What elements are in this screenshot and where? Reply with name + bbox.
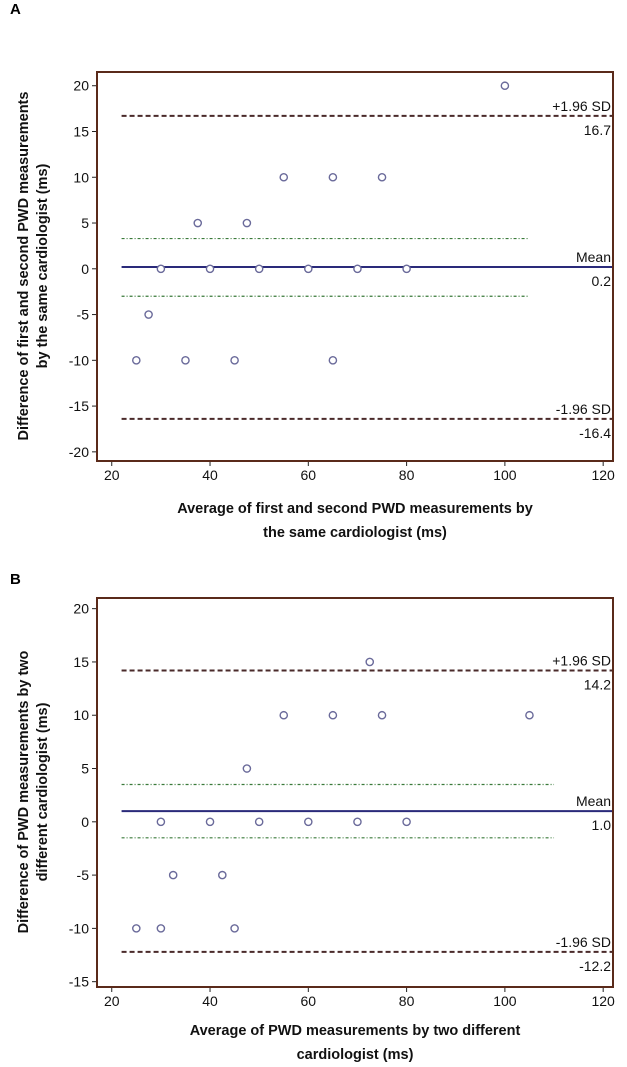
y-tick-label: 0 (81, 814, 89, 830)
y-tick-label: -10 (69, 352, 89, 368)
x-tick-label: 20 (104, 467, 120, 483)
x-axis-title: Average of first and second PWD measurem… (177, 501, 533, 517)
reference-label: -1.96 SD (556, 934, 611, 950)
data-point (500, 81, 510, 91)
x-tick-label: 40 (202, 993, 218, 1009)
data-point (304, 817, 313, 827)
data-point (279, 172, 289, 182)
y-tick-label: 15 (73, 654, 89, 670)
y-axis-title: Difference of first and second PWD measu… (16, 92, 32, 441)
reference-value-label: 1.0 (592, 817, 612, 833)
x-tick-label: 80 (399, 993, 415, 1009)
y-tick-label: -5 (77, 867, 90, 883)
x-tick-label: 100 (493, 993, 517, 1009)
data-point (328, 356, 338, 365)
panel-a: A 20 15 10 5 0 -5 -10 -15 -20 20 40 60 80 100 120 +1.96 … (10, 1, 615, 541)
data-point (132, 924, 141, 933)
x-tick-label: 120 (591, 467, 615, 483)
y-tick-label: 10 (73, 169, 89, 185)
data-point (156, 264, 166, 274)
y-tick-label: 5 (81, 761, 89, 777)
y-tick-label: 15 (73, 123, 89, 139)
panel-b: B 20 15 10 5 0 -5 -10 -15 20 40 60 80 100 120 +1.96 SD 1… (10, 571, 615, 1063)
data-point (365, 657, 375, 667)
y-tick-label: 10 (73, 707, 89, 723)
y-axis-title: different cardiologist (ms) (35, 702, 51, 881)
data-point (230, 356, 239, 365)
data-point (402, 817, 411, 827)
panel-letter: A (10, 1, 21, 18)
x-tick-label: 120 (591, 993, 615, 1009)
reference-label: -1.96 SD (556, 401, 611, 417)
data-point (377, 172, 387, 182)
y-tick-label: -10 (69, 920, 89, 936)
data-point (242, 764, 252, 773)
data-point (181, 356, 190, 365)
data-point (377, 710, 387, 720)
x-tick-label: 60 (301, 467, 317, 483)
data-point (218, 870, 227, 880)
data-point (168, 870, 178, 880)
reference-label: +1.96 SD (552, 652, 611, 668)
y-tick-label: -15 (69, 398, 89, 414)
data-point (353, 817, 362, 827)
reference-label: +1.96 SD (552, 98, 611, 114)
data-point (205, 264, 215, 274)
data-point (304, 264, 313, 274)
data-point (353, 264, 362, 274)
y-axis-title: by the same cardiologist (ms) (35, 164, 51, 369)
reference-value-label: 16.7 (584, 122, 611, 138)
reference-label: Mean (576, 249, 611, 265)
data-point (156, 817, 166, 827)
y-tick-label: 5 (81, 215, 89, 231)
reference-label: Mean (576, 793, 611, 809)
data-point (242, 218, 252, 228)
panel-letter: B (10, 571, 21, 588)
y-tick-label: -15 (69, 974, 89, 990)
plot-frame (96, 597, 614, 988)
reference-value-label: 0.2 (592, 273, 612, 289)
data-point (230, 924, 239, 933)
data-point (279, 710, 289, 720)
data-point (144, 310, 153, 319)
data-point (254, 817, 264, 827)
x-tick-label: 80 (399, 467, 415, 483)
y-tick-label: -5 (77, 307, 90, 323)
data-point (193, 218, 203, 228)
data-point (525, 710, 534, 720)
y-tick-label: 0 (81, 261, 89, 277)
y-tick-label: -20 (69, 444, 89, 460)
x-axis-title: Average of PWD measurements by two diffe… (190, 1023, 521, 1039)
x-tick-label: 60 (301, 993, 317, 1009)
data-point (205, 817, 215, 827)
x-tick-label: 20 (104, 993, 120, 1009)
reference-value-label: 14.2 (584, 676, 611, 692)
x-tick-label: 100 (493, 467, 517, 483)
data-point (156, 924, 166, 933)
plot-frame (96, 71, 614, 462)
y-axis-title: Difference of PWD measurements by two (16, 650, 32, 933)
data-point (254, 264, 264, 274)
x-axis-title: cardiologist (ms) (297, 1047, 414, 1063)
data-point (132, 356, 141, 365)
reference-value-label: -12.2 (579, 958, 611, 974)
x-tick-label: 40 (202, 467, 218, 483)
y-tick-label: 20 (73, 78, 89, 94)
y-tick-label: 20 (73, 601, 89, 617)
data-point (402, 264, 411, 274)
reference-value-label: -16.4 (579, 425, 611, 441)
data-point (328, 710, 338, 720)
data-point (328, 172, 338, 182)
x-axis-title: the same cardiologist (ms) (263, 525, 447, 541)
